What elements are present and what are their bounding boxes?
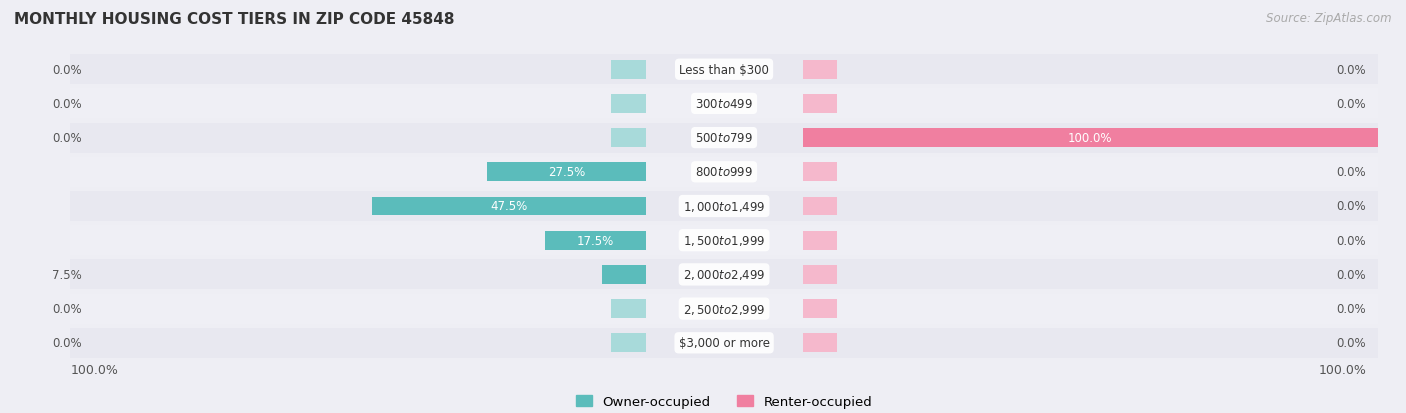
- Text: $800 to $999: $800 to $999: [695, 166, 754, 179]
- Bar: [612, 129, 645, 148]
- Bar: [0, 225, 1406, 256]
- Text: 27.5%: 27.5%: [548, 166, 585, 179]
- Text: $3,000 or more: $3,000 or more: [679, 337, 769, 349]
- Bar: [0, 294, 1406, 324]
- Bar: [0, 225, 1406, 256]
- Bar: [0, 294, 1406, 324]
- Bar: [0, 260, 1406, 290]
- Bar: [0, 55, 1406, 85]
- Text: $300 to $499: $300 to $499: [695, 97, 754, 111]
- Text: 0.0%: 0.0%: [52, 97, 82, 111]
- Bar: [0, 123, 1406, 153]
- Bar: [0, 157, 1406, 188]
- Text: $1,500 to $1,999: $1,500 to $1,999: [683, 234, 765, 248]
- Bar: [0, 89, 1406, 119]
- Bar: [0, 123, 1406, 153]
- Bar: [0, 89, 1406, 119]
- Bar: [803, 129, 1378, 148]
- Text: 0.0%: 0.0%: [52, 337, 82, 349]
- Text: 0.0%: 0.0%: [52, 302, 82, 316]
- Text: 0.0%: 0.0%: [1337, 166, 1367, 179]
- Bar: [0, 157, 1406, 188]
- Text: $2,000 to $2,499: $2,000 to $2,499: [683, 268, 765, 282]
- Bar: [0, 328, 1406, 358]
- Bar: [0, 192, 1406, 221]
- Bar: [612, 61, 645, 79]
- Bar: [0, 55, 1406, 85]
- Bar: [803, 61, 837, 79]
- Bar: [803, 95, 837, 114]
- Text: 100.0%: 100.0%: [70, 363, 118, 376]
- Bar: [0, 55, 1406, 85]
- Bar: [612, 299, 645, 318]
- Bar: [803, 265, 837, 284]
- Text: $1,000 to $1,499: $1,000 to $1,499: [683, 199, 765, 214]
- Bar: [803, 299, 837, 318]
- Text: 0.0%: 0.0%: [52, 132, 82, 145]
- Bar: [612, 334, 645, 352]
- Text: 0.0%: 0.0%: [52, 64, 82, 76]
- Bar: [0, 89, 1406, 119]
- Bar: [546, 231, 645, 250]
- Text: 0.0%: 0.0%: [1337, 234, 1367, 247]
- Text: $2,500 to $2,999: $2,500 to $2,999: [683, 302, 765, 316]
- Bar: [803, 334, 837, 352]
- Text: 47.5%: 47.5%: [491, 200, 527, 213]
- Bar: [0, 157, 1406, 188]
- Text: $500 to $799: $500 to $799: [695, 132, 754, 145]
- Bar: [803, 197, 837, 216]
- Text: Less than $300: Less than $300: [679, 64, 769, 76]
- Legend: Owner-occupied, Renter-occupied: Owner-occupied, Renter-occupied: [576, 395, 872, 408]
- Text: 0.0%: 0.0%: [1337, 97, 1367, 111]
- Bar: [0, 294, 1406, 324]
- Bar: [488, 163, 645, 182]
- Bar: [0, 192, 1406, 221]
- Text: 0.0%: 0.0%: [1337, 337, 1367, 349]
- Text: 0.0%: 0.0%: [1337, 302, 1367, 316]
- Text: 17.5%: 17.5%: [576, 234, 614, 247]
- Bar: [0, 123, 1406, 153]
- Text: 100.0%: 100.0%: [1319, 363, 1367, 376]
- Bar: [803, 163, 837, 182]
- Bar: [603, 265, 645, 284]
- Bar: [0, 225, 1406, 256]
- Bar: [0, 328, 1406, 358]
- Bar: [612, 95, 645, 114]
- Text: 0.0%: 0.0%: [1337, 200, 1367, 213]
- Text: 7.5%: 7.5%: [52, 268, 82, 281]
- Text: 100.0%: 100.0%: [1069, 132, 1112, 145]
- Bar: [373, 197, 645, 216]
- Text: Source: ZipAtlas.com: Source: ZipAtlas.com: [1267, 12, 1392, 25]
- Bar: [0, 260, 1406, 290]
- Bar: [0, 192, 1406, 221]
- Bar: [803, 231, 837, 250]
- Text: 0.0%: 0.0%: [1337, 268, 1367, 281]
- Bar: [0, 328, 1406, 358]
- Text: 0.0%: 0.0%: [1337, 64, 1367, 76]
- Text: MONTHLY HOUSING COST TIERS IN ZIP CODE 45848: MONTHLY HOUSING COST TIERS IN ZIP CODE 4…: [14, 12, 454, 27]
- Bar: [0, 260, 1406, 290]
